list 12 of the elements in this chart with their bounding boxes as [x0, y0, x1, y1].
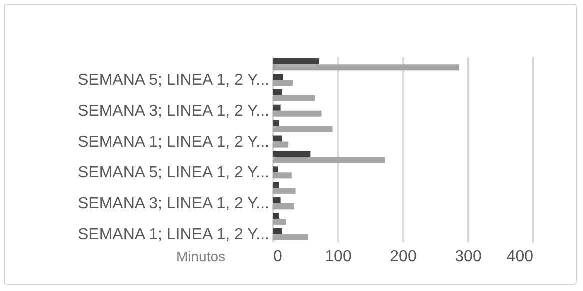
y-tick-label: SEMANA 5; LINEA 1, 2 Y...	[78, 164, 270, 182]
y-tick-label: SEMANA 3; LINEA 1, 2 Y...	[78, 102, 270, 120]
y-tick-label: SEMANA 5; LINEA 1, 2 Y...	[78, 72, 270, 90]
y-tick-label: SEMANA 1; LINEA 1, 2 Y...	[78, 226, 270, 244]
x-axis-title: Minutos	[176, 248, 226, 264]
y-tick-label: SEMANA 1; LINEA 1, 2 Y...	[78, 134, 270, 151]
x-tick-label: 100	[325, 248, 352, 266]
y-tick-label: SEMANA 3; LINEA 1, 2 Y...	[78, 196, 270, 213]
x-tick-label: 400	[506, 248, 534, 266]
x-tick-label: 200	[390, 248, 417, 266]
x-tick-label: 0	[274, 248, 282, 266]
x-tick-label: 300	[455, 248, 482, 266]
